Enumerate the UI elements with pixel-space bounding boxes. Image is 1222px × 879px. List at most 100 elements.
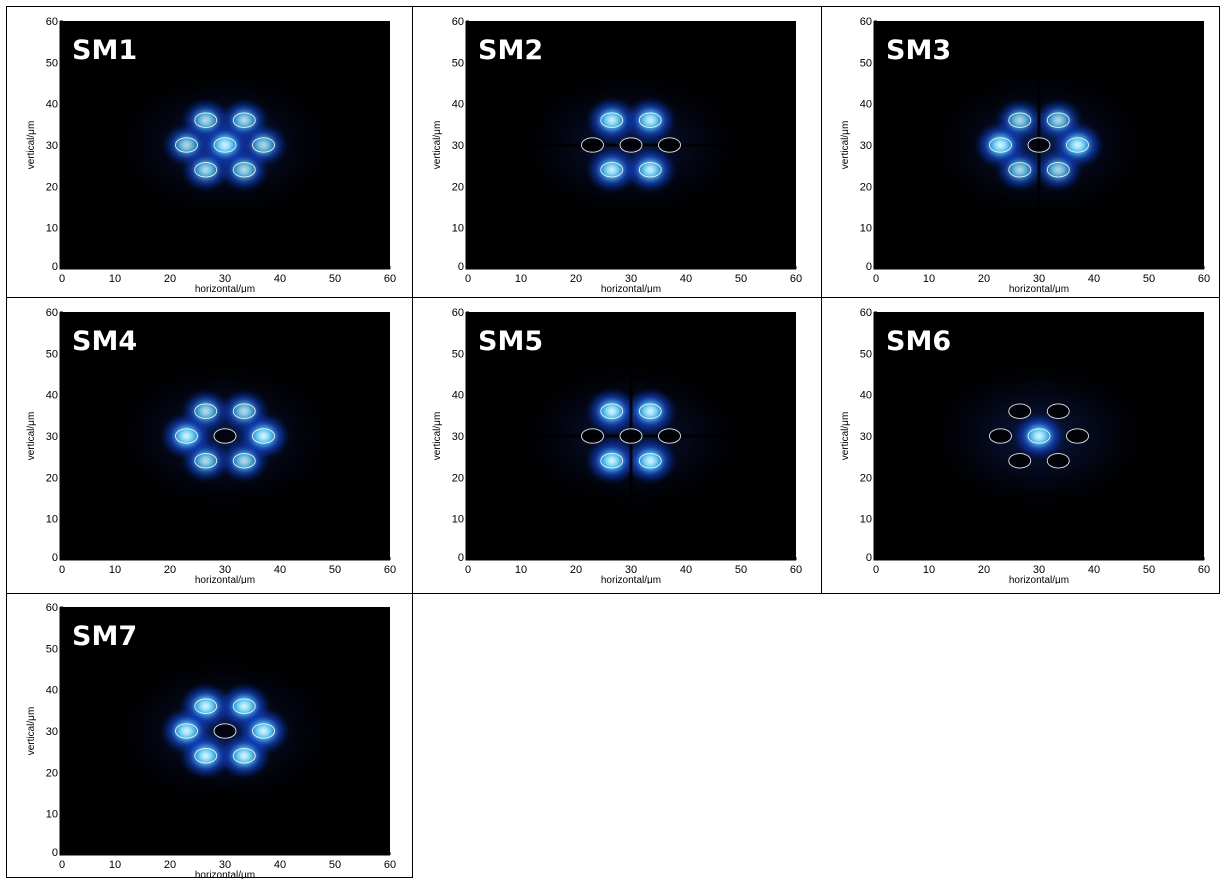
grid-line-right bbox=[1219, 6, 1220, 593]
x-tick-label: 40 bbox=[680, 564, 692, 576]
y-tick-label: 10 bbox=[860, 514, 872, 526]
y-tick-label: 20 bbox=[860, 472, 872, 484]
y-tick-label: 50 bbox=[860, 348, 872, 360]
fiber-core-outline bbox=[638, 162, 662, 178]
mode-heatmap-svg: SM3 0 10 20 30 40 50 60 0 10 20 30 40 50 60 horizontal/… bbox=[840, 16, 1210, 293]
mode-label: SM5 bbox=[478, 326, 543, 357]
fiber-core-outline bbox=[1046, 453, 1070, 469]
y-tick-label: 40 bbox=[46, 99, 58, 111]
y-axis-label: vertical/μm bbox=[26, 121, 37, 170]
y-tick-label: 20 bbox=[452, 472, 464, 484]
x-tick-label: 0 bbox=[873, 273, 879, 285]
grid-line-col1 bbox=[412, 6, 413, 878]
x-tick-label: 20 bbox=[164, 859, 176, 871]
y-tick-label: 10 bbox=[46, 809, 58, 821]
y-tick-label: 50 bbox=[860, 57, 872, 69]
fiber-core-outline bbox=[600, 162, 624, 178]
y-tick-label: 0 bbox=[458, 552, 464, 564]
mode-label: SM3 bbox=[886, 35, 951, 66]
mode-heatmap-svg: SM6 0 10 20 30 40 50 60 0 10 20 30 40 50 60 horizontal/… bbox=[840, 307, 1210, 584]
intensity-lobe bbox=[220, 148, 269, 191]
y-tick-label: 40 bbox=[46, 685, 58, 697]
x-tick-label: 10 bbox=[515, 564, 527, 576]
y-tick-label: 60 bbox=[860, 16, 872, 28]
mode-panel-sm2: SM2 0 10 20 30 40 50 60 0 10 20 30 40 50 60 horizontal/… bbox=[414, 8, 818, 293]
x-tick-label: 30 bbox=[219, 859, 231, 871]
x-axis-label: horizontal/μm bbox=[601, 575, 661, 584]
y-tick-label: 10 bbox=[860, 223, 872, 235]
y-tick-label: 40 bbox=[452, 390, 464, 402]
y-tick-label: 30 bbox=[860, 431, 872, 443]
fiber-core-outline bbox=[989, 137, 1012, 153]
x-tick-label: 50 bbox=[735, 273, 747, 285]
x-tick-label: 60 bbox=[384, 564, 396, 576]
intensity-lobe bbox=[220, 390, 269, 433]
y-tick-label: 50 bbox=[46, 643, 58, 655]
y-tick-label: 50 bbox=[46, 348, 58, 360]
y-tick-label: 40 bbox=[860, 99, 872, 111]
fiber-core-outline bbox=[232, 453, 256, 469]
x-tick-label: 10 bbox=[923, 564, 935, 576]
x-tick-label: 60 bbox=[384, 859, 396, 871]
x-tick-label: 0 bbox=[465, 564, 471, 576]
fiber-core-outline bbox=[252, 723, 275, 739]
y-tick-label: 40 bbox=[46, 390, 58, 402]
y-tick-label: 30 bbox=[452, 140, 464, 152]
mode-panel-sm6: SM6 0 10 20 30 40 50 60 0 10 20 30 40 50 60 horizontal/… bbox=[822, 299, 1222, 584]
x-tick-label: 10 bbox=[109, 273, 121, 285]
fiber-core-outline bbox=[194, 403, 218, 419]
mode-heatmap-svg: SM4 0 10 20 30 40 50 60 0 10 20 30 40 50 60 horizontal/… bbox=[26, 307, 396, 584]
grid-line-top bbox=[6, 6, 1220, 7]
y-axis-label: vertical/μm bbox=[840, 121, 851, 170]
fiber-core-outline bbox=[213, 137, 237, 153]
y-tick-label: 30 bbox=[452, 431, 464, 443]
fiber-core-outline bbox=[252, 137, 275, 153]
x-tick-label: 0 bbox=[465, 273, 471, 285]
fiber-core-outline bbox=[232, 112, 256, 128]
y-tick-label: 0 bbox=[52, 261, 58, 273]
y-tick-label: 60 bbox=[46, 16, 58, 28]
x-tick-label: 40 bbox=[274, 564, 286, 576]
mode-panel-sm1: SM1 0 10 20 30 40 50 60 0 10 20 30 40 50 60 horizontal/… bbox=[8, 8, 412, 293]
fiber-core-outline bbox=[600, 112, 624, 128]
x-tick-label: 10 bbox=[109, 859, 121, 871]
x-tick-label: 20 bbox=[978, 564, 990, 576]
y-tick-label: 0 bbox=[866, 261, 872, 273]
y-tick-label: 0 bbox=[458, 261, 464, 273]
y-tick-label: 10 bbox=[46, 223, 58, 235]
x-tick-label: 50 bbox=[329, 564, 341, 576]
y-tick-label: 0 bbox=[52, 552, 58, 564]
y-tick-label: 50 bbox=[46, 57, 58, 69]
mode-label: SM4 bbox=[72, 326, 137, 357]
y-tick-label: 20 bbox=[46, 472, 58, 484]
fiber-core-outline bbox=[658, 137, 681, 153]
x-tick-label: 60 bbox=[1198, 273, 1210, 285]
fiber-core-outline bbox=[1008, 112, 1032, 128]
x-tick-label: 10 bbox=[515, 273, 527, 285]
y-tick-label: 0 bbox=[866, 552, 872, 564]
intensity-lobe bbox=[996, 149, 1044, 191]
x-tick-label: 30 bbox=[625, 564, 637, 576]
mode-panel-sm7: SM7 0 10 20 30 40 50 60 0 10 20 30 40 50 60 horizontal/… bbox=[8, 594, 412, 879]
y-tick-label: 60 bbox=[860, 307, 872, 319]
x-tick-label: 50 bbox=[1143, 564, 1155, 576]
fiber-core-outline bbox=[194, 748, 218, 764]
x-tick-label: 20 bbox=[570, 564, 582, 576]
x-tick-label: 0 bbox=[59, 273, 65, 285]
x-tick-label: 50 bbox=[735, 564, 747, 576]
fiber-core-outline bbox=[1066, 137, 1089, 153]
y-tick-label: 50 bbox=[452, 57, 464, 69]
fiber-core-outline bbox=[1027, 137, 1051, 153]
fiber-core-outline bbox=[600, 403, 624, 419]
y-axis-label: vertical/μm bbox=[26, 707, 37, 756]
mode-label: SM2 bbox=[478, 35, 543, 66]
fiber-core-outline bbox=[194, 112, 218, 128]
intensity-lobe bbox=[1013, 413, 1065, 459]
x-tick-label: 20 bbox=[164, 564, 176, 576]
fiber-core-outline bbox=[581, 137, 604, 153]
y-tick-label: 20 bbox=[46, 181, 58, 193]
y-tick-label: 60 bbox=[452, 307, 464, 319]
y-tick-label: 20 bbox=[860, 181, 872, 193]
fiber-core-outline bbox=[989, 428, 1012, 444]
y-tick-label: 60 bbox=[46, 307, 58, 319]
